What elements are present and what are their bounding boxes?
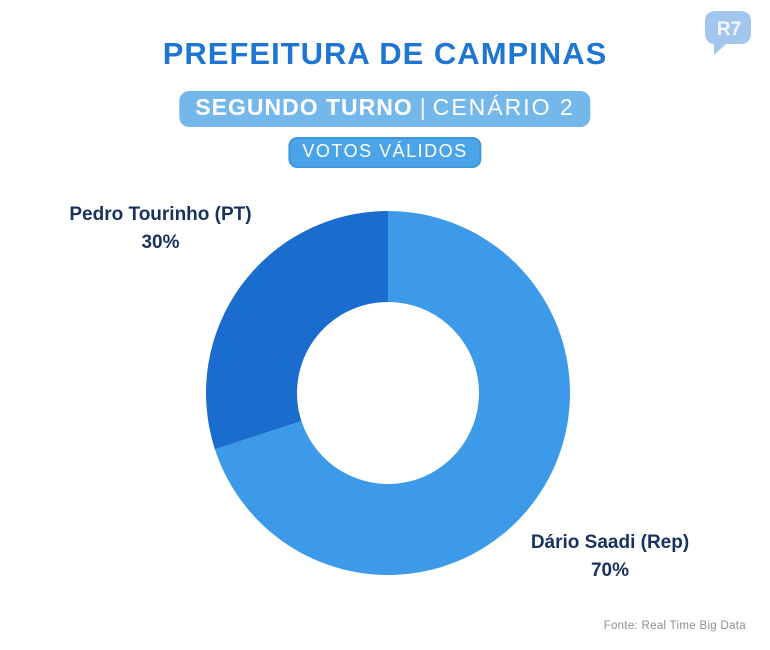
donut-chart (206, 211, 570, 575)
r7-logo: R7 (704, 10, 752, 56)
r7-logo-text: R7 (717, 19, 741, 40)
scenario-badge-label: CENÁRIO 2 (432, 94, 575, 120)
round-badge-label: SEGUNDO TURNO (195, 94, 413, 120)
page-title: PREFEITURA DE CAMPINAS (162, 36, 608, 71)
speech-bubble-icon: R7 (705, 11, 751, 55)
slice-label-pedro-tourinho: Pedro Tourinho (PT) 30% (40, 201, 281, 256)
round-badge-separator: | (419, 94, 426, 120)
donut-slice-dario-saadi (214, 211, 570, 575)
round-badge: SEGUNDO TURNO | CENÁRIO 2 (179, 91, 591, 127)
candidate-name: Dário Saadi (Rep) (530, 532, 690, 553)
source-note: Fonte: Real Time Big Data (603, 620, 746, 632)
donut-slice-pedro-tourinho (206, 211, 388, 450)
candidate-percent: 70% (590, 559, 630, 581)
candidate-percent: 30% (141, 231, 180, 253)
candidate-name: Pedro Tourinho (PT) (69, 204, 252, 225)
valid-votes-badge: VOTOS VÁLIDOS (288, 137, 482, 168)
slice-label-dario-saadi: Dário Saadi (Rep) 70% (498, 529, 722, 584)
